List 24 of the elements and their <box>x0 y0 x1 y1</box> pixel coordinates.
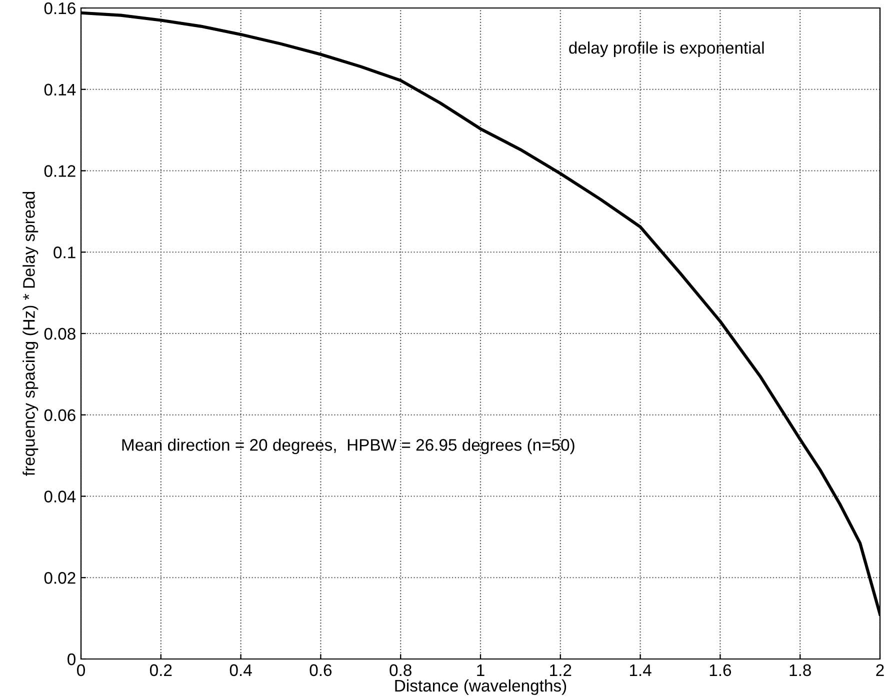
x-tick-label: 0.6 <box>310 664 332 676</box>
x-tick-label: 1 <box>477 664 484 676</box>
x-tick-label: 1.4 <box>630 664 652 676</box>
annotation: Mean direction = 20 degrees, HPBW = 26.95 degrees (n=50) <box>122 438 574 454</box>
x-tick-label: 0.2 <box>150 664 172 676</box>
x-tick-label: 1.6 <box>710 664 732 676</box>
annotation: delay profile is exponential <box>569 41 764 58</box>
y-tick-label: 0.04 <box>44 490 76 502</box>
x-tick-label: 0 <box>77 664 85 676</box>
y-tick-label: 0 <box>68 653 76 666</box>
y-tick-label: 0.1 <box>54 246 76 258</box>
y-tick-label: 0.02 <box>44 572 76 584</box>
x-tick-label: 1.8 <box>790 664 811 676</box>
y-tick-label: 0.06 <box>44 409 76 422</box>
x-tick-label: 1.2 <box>550 664 572 676</box>
y-tick-label: 0.08 <box>44 328 76 340</box>
y-axis-title: frequency spacing (Hz) * Delay spread <box>22 192 38 476</box>
x-tick-label: 2 <box>876 664 884 676</box>
y-tick-label: 0.12 <box>44 165 76 177</box>
x-tick-label: 0.8 <box>390 664 412 676</box>
y-tick-label: 0.14 <box>44 84 76 96</box>
x-tick-label: 0.4 <box>230 664 252 676</box>
y-tick-label: 0.16 <box>44 2 76 14</box>
x-axis-title: Distance (wavelengths) <box>395 679 566 695</box>
